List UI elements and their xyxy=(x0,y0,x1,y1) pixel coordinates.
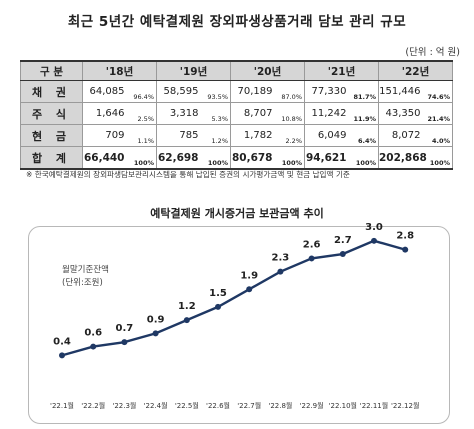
x-tick-label: '22.12월 xyxy=(391,401,419,410)
cell-value: 94,621 xyxy=(304,146,349,170)
chart-title: 예탁결제원 개시증거금 보관금액 추이 xyxy=(150,207,324,220)
page-title: 최근 5년간 예탁결제원 장외파생상품거래 담보 관리 규모 xyxy=(67,14,407,30)
cell-value: 709 xyxy=(82,124,127,147)
cell-value: 80,678 xyxy=(230,146,275,170)
column-header: '21년 xyxy=(304,60,379,81)
cell-percent: 4.0% xyxy=(422,124,453,147)
data-point xyxy=(339,251,346,258)
x-tick-label: '22.6월 xyxy=(206,401,230,410)
x-tick-label: '22.1월 xyxy=(50,401,74,410)
data-label: 1.9 xyxy=(240,270,258,281)
data-point xyxy=(59,352,65,359)
data-point xyxy=(308,255,315,262)
collateral-table: 구 분 '18년 '19년 '20년 '21년 '22년 채 권 64,085 96… xyxy=(20,60,453,170)
cell-value: 6,049 xyxy=(304,124,349,147)
data-point xyxy=(90,343,97,350)
row-header: 합 계 xyxy=(20,146,83,170)
column-header: '18년 xyxy=(82,60,157,81)
data-label: 2.7 xyxy=(334,235,352,246)
column-header: '20년 xyxy=(230,60,305,81)
x-tick-label: '22.4월 xyxy=(144,401,168,410)
data-label: 2.3 xyxy=(272,253,290,264)
table-row: 주 식 1,646 2.5% 3,318 5.3% 8,707 10.8% 11,242 11.… xyxy=(20,102,453,125)
x-tick-label: '22.8월 xyxy=(268,401,292,410)
x-tick-label: '22.3월 xyxy=(112,401,136,410)
x-tick-label: '22.10월 xyxy=(329,401,357,410)
cell-value: 66,440 xyxy=(82,146,127,170)
x-tick-label: '22.11월 xyxy=(360,401,388,410)
data-point xyxy=(371,237,377,244)
x-tick-label: '22.7월 xyxy=(237,401,261,410)
cell-value: 202,868 xyxy=(378,146,427,170)
footnote: ※ 한국예탁결제원의 장외파생담보관리시스템을 통해 납입된 증권의 시가평가금… xyxy=(26,170,350,179)
data-label: 2.8 xyxy=(396,231,414,242)
column-header: '19년 xyxy=(156,60,231,81)
cell-percent: 100% xyxy=(422,146,453,170)
unit-label: (단위 : 억 원) xyxy=(405,47,460,58)
series-line xyxy=(61,239,406,357)
x-tick-label: '22.2월 xyxy=(81,401,105,410)
data-label: 1.5 xyxy=(209,288,227,299)
cell-value: 8,072 xyxy=(378,124,423,147)
x-tick-label: '22.5월 xyxy=(175,401,199,410)
cell-value: 1,782 xyxy=(230,124,275,147)
data-label: 0.9 xyxy=(147,314,165,325)
cell-value: 785 xyxy=(156,124,201,147)
data-point xyxy=(277,268,284,275)
data-label: 0.6 xyxy=(84,328,102,339)
data-point xyxy=(246,286,253,293)
data-point xyxy=(183,317,190,324)
table-row: 합 계 66,440 100% 62,698 100% 80,678 100% 94,621 1… xyxy=(20,146,453,170)
y-axis-label-line1: 월말기준잔액 xyxy=(62,265,109,275)
data-label: 0.7 xyxy=(116,323,134,334)
data-label: 2.6 xyxy=(303,239,321,250)
y-axis-label: 월말기준잔액 (단위:조원) xyxy=(62,264,109,290)
data-point xyxy=(121,339,128,346)
data-label: 3.0 xyxy=(365,222,383,233)
chart-frame xyxy=(28,226,450,424)
row-header: 주 식 xyxy=(20,102,83,125)
x-tick-label: '22.9월 xyxy=(300,401,324,410)
data-point xyxy=(152,330,159,337)
cell-value: 62,698 xyxy=(156,146,201,170)
table-row: 채 권 64,085 96.4% 58,595 93.5% 70,189 87.0% 77,3… xyxy=(20,80,453,103)
y-axis-label-line2: (단위:조원) xyxy=(62,278,103,288)
data-point xyxy=(215,303,221,310)
data-label: 0.4 xyxy=(53,336,71,347)
row-header: 현 금 xyxy=(20,124,83,147)
data-label: 1.2 xyxy=(178,301,196,312)
row-header: 채 권 xyxy=(20,80,83,103)
data-point xyxy=(402,246,409,253)
column-header: '22년 xyxy=(378,60,453,81)
table-row: 현 금 709 1.1% 785 1.2% 1,782 2.2% 6,049 6.4% 8,072… xyxy=(20,124,453,147)
